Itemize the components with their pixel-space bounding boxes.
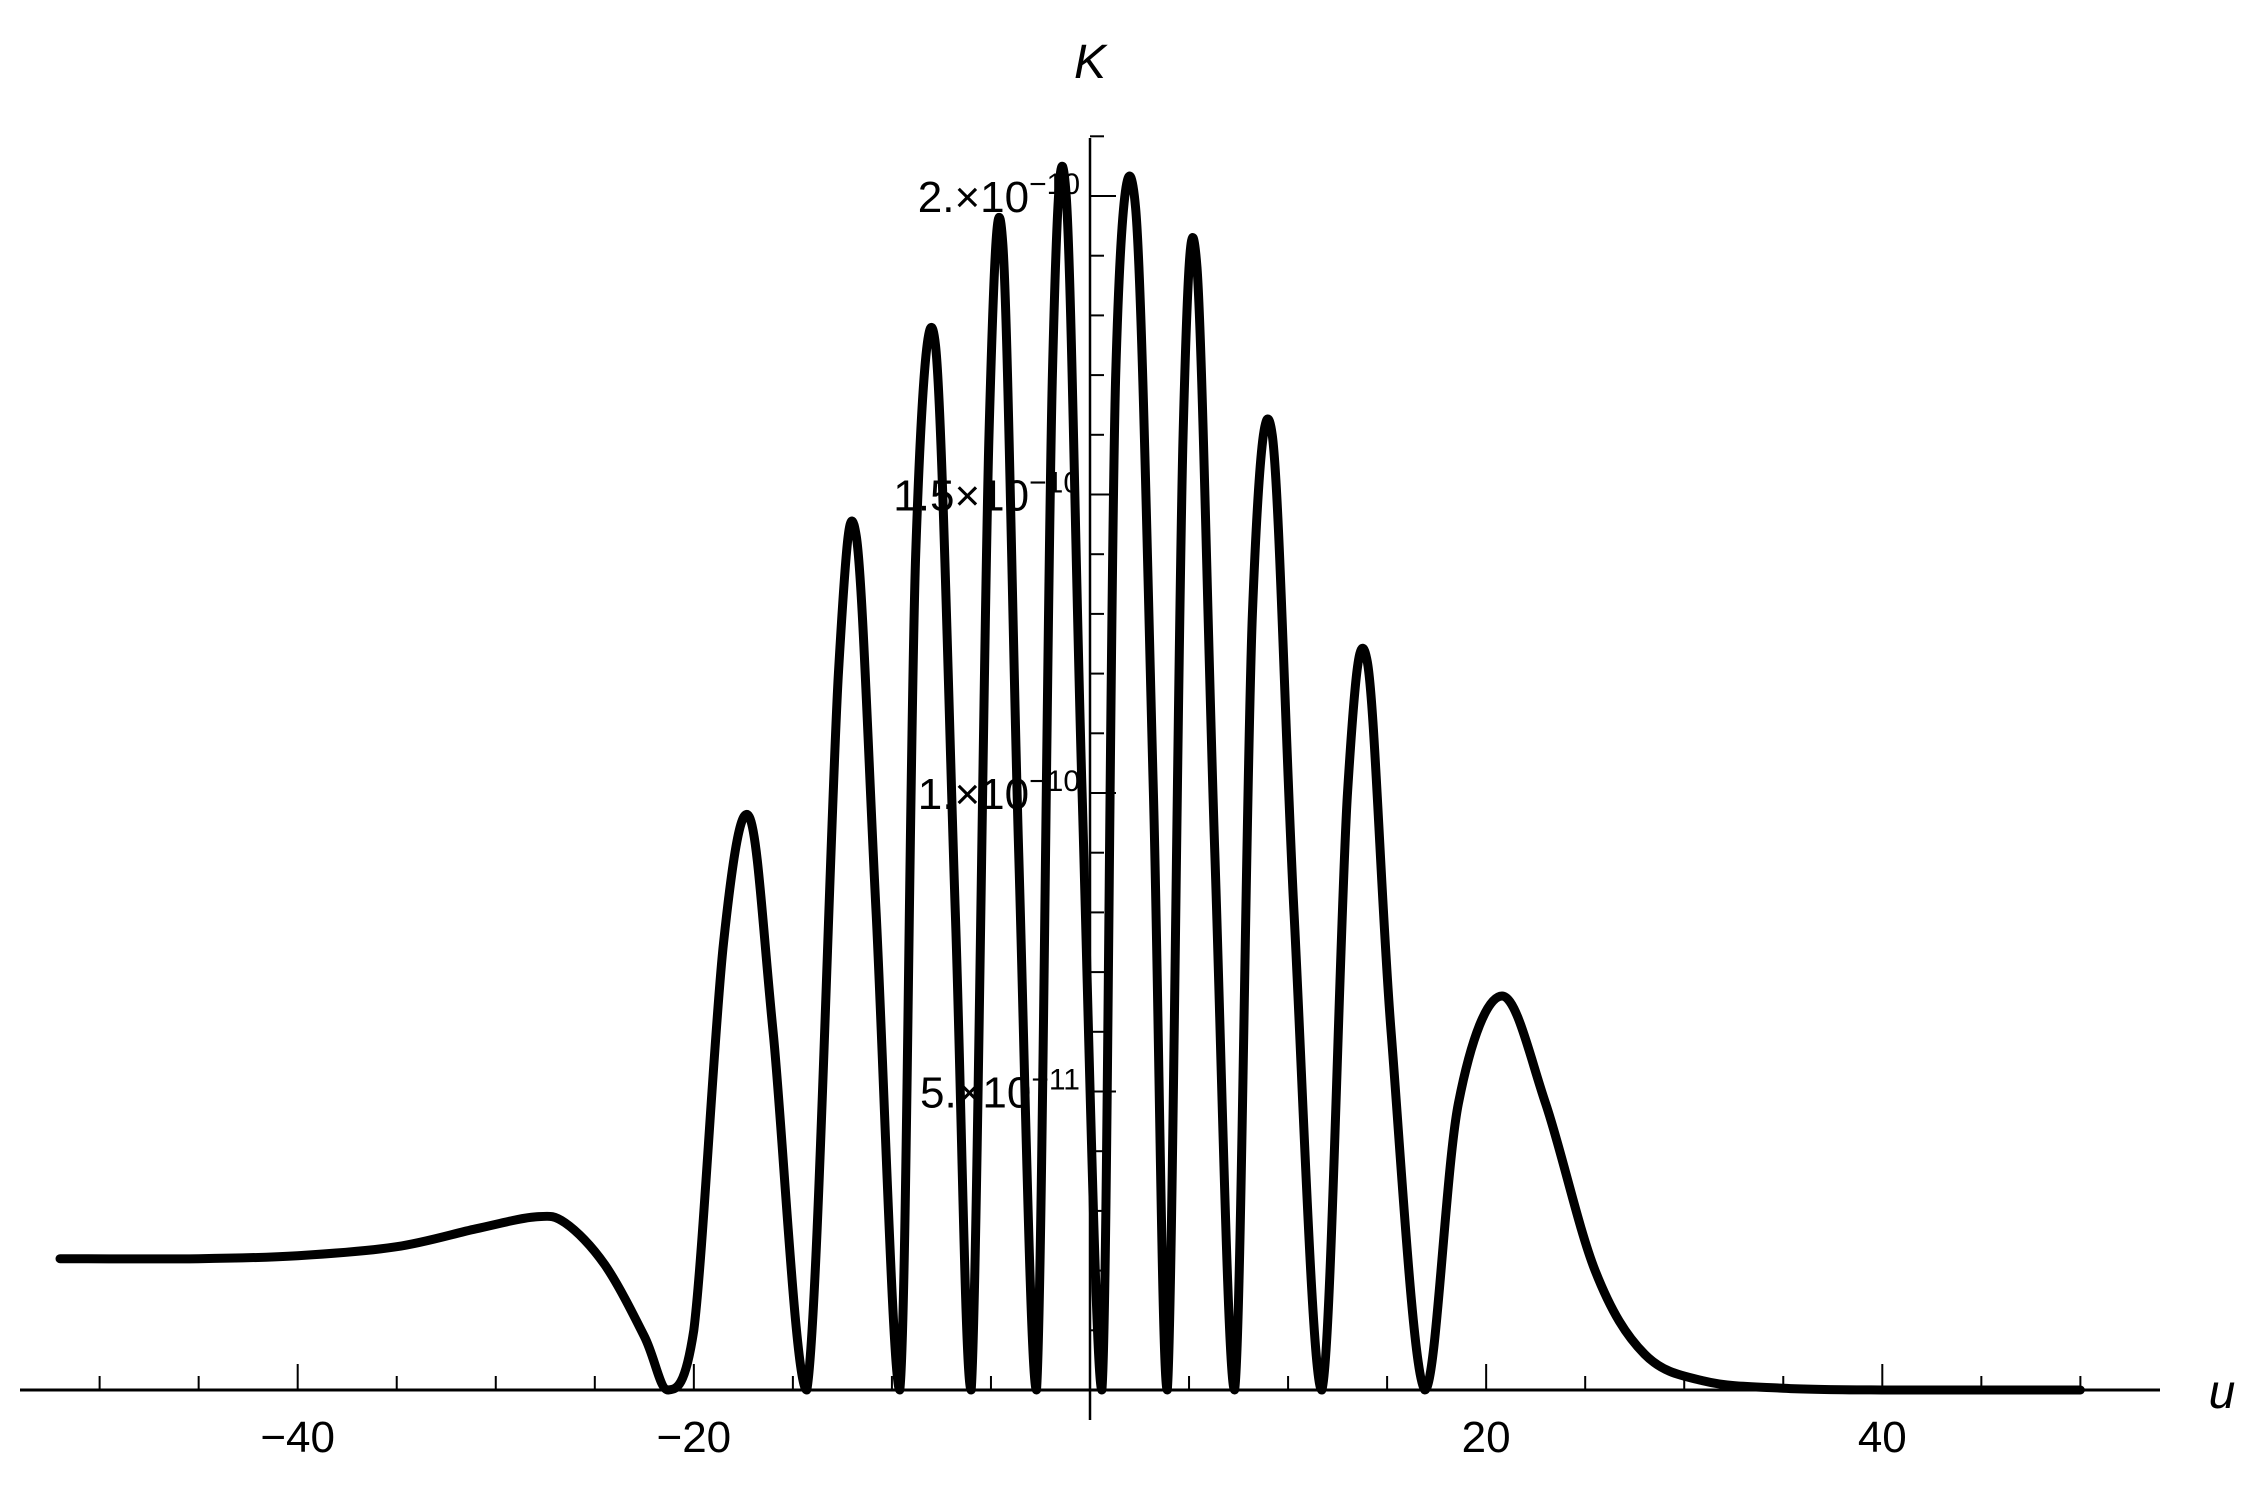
x-tick-label: −40 — [260, 1413, 335, 1462]
y-tick-label: 1.×10−10 — [918, 765, 1080, 819]
series-line — [55, 161, 2085, 1395]
x-tick-labels: −40 −20 20 40 — [260, 1413, 1906, 1462]
y-tick-labels: 5.×10−11 1.×10−10 1.5×10−10 2.×10−10 — [893, 168, 1080, 1118]
y-tick-label: 1.5×10−10 — [893, 467, 1080, 521]
x-tick-label: 40 — [1858, 1413, 1907, 1462]
x-tick-label: −20 — [657, 1413, 732, 1462]
x-tick-label: 20 — [1462, 1413, 1511, 1462]
x-axis-minor-ticks — [98, 1364, 2082, 1390]
x-axis-title: u — [2209, 1366, 2236, 1419]
y-axis-title: K — [1074, 36, 1108, 89]
y-tick-label: 5.×10−11 — [920, 1064, 1080, 1118]
y-tick-label: 2.×10−10 — [918, 168, 1080, 222]
